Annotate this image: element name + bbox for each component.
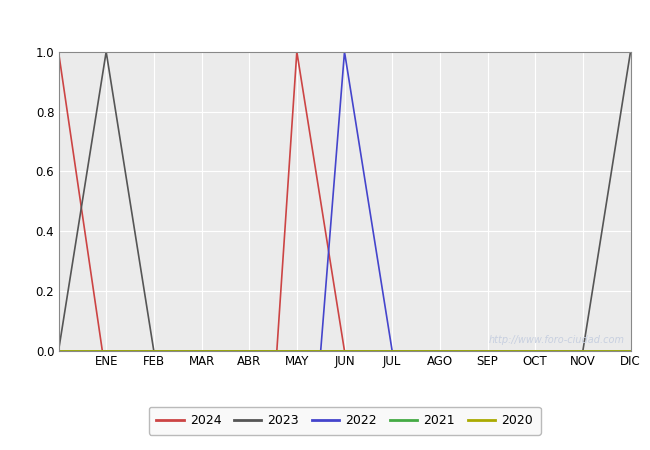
Legend: 2024, 2023, 2022, 2021, 2020: 2024, 2023, 2022, 2021, 2020	[148, 407, 541, 435]
Text: http://www.foro-ciudad.com: http://www.foro-ciudad.com	[489, 335, 625, 345]
Text: Matriculaciones de Vehiculos en Yanguas: Matriculaciones de Vehiculos en Yanguas	[155, 14, 495, 33]
